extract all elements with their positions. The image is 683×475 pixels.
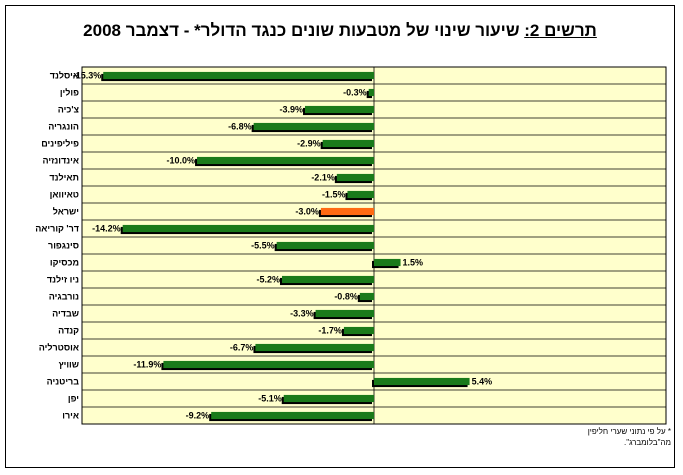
chart-title-prefix: תרשים 2: <box>524 21 597 40</box>
data-label: -5.2% <box>256 275 280 285</box>
bar <box>163 360 374 369</box>
category-label: סינגפור <box>48 241 79 251</box>
data-label: -1.5% <box>322 190 346 200</box>
bar <box>368 88 374 97</box>
bar <box>255 343 374 352</box>
data-label: -5.5% <box>251 241 275 251</box>
chart-title-main: שיעור שינוי של מטבעות שונים כנגד הדולר* … <box>83 21 525 40</box>
footnote-line-1: * על פי נתוני שערי חליפין <box>587 427 671 436</box>
category-label: ניו זילנד <box>47 275 79 285</box>
bar <box>315 309 374 318</box>
data-label: -5.1% <box>258 394 282 404</box>
bar <box>283 394 374 403</box>
category-label: אוסטרליה <box>39 343 79 353</box>
bar <box>197 156 374 165</box>
category-label: אירו <box>62 411 79 421</box>
bar <box>103 71 375 80</box>
data-label: 5.4% <box>472 377 493 387</box>
bar <box>347 190 374 199</box>
data-label: -3.0% <box>295 207 319 217</box>
bar <box>374 258 401 267</box>
category-label: תאילנד <box>49 173 79 183</box>
category-label: שבדיה <box>52 309 79 319</box>
bar <box>359 292 374 301</box>
data-label: -15.3% <box>73 71 102 81</box>
footnote: * על פי נתוני שערי חליפין מה"בלומברג". <box>471 426 671 448</box>
category-label: קנדה <box>58 326 79 336</box>
category-label: ישראל <box>53 207 79 217</box>
category-label: יפן <box>68 394 79 404</box>
chart-title: תרשים 2: שיעור שינוי של מטבעות שונים כנג… <box>60 20 620 42</box>
category-label: צ'כיה <box>58 105 80 115</box>
data-label: -2.9% <box>297 139 321 149</box>
data-label: 1.5% <box>403 258 424 268</box>
footnote-line-2: מה"בלומברג". <box>624 438 671 447</box>
data-label: -11.9% <box>133 360 161 370</box>
category-label: איסלנד <box>50 71 79 81</box>
data-label: -3.3% <box>290 309 314 319</box>
data-label: -2.1% <box>311 173 335 183</box>
data-label: -0.3% <box>343 88 367 98</box>
bar <box>122 224 374 233</box>
bar <box>343 326 374 335</box>
category-label: פולין <box>60 88 79 98</box>
data-label: -0.8% <box>334 292 358 302</box>
bar <box>276 241 374 250</box>
data-label: -6.8% <box>228 122 252 132</box>
data-label: -10.0% <box>166 156 195 166</box>
bar <box>320 207 374 216</box>
data-label: -3.9% <box>279 105 303 115</box>
category-label: פיליפינים <box>41 139 79 149</box>
category-label: דר' קוריאה <box>35 224 79 234</box>
bar <box>374 377 470 386</box>
data-label: -6.7% <box>230 343 254 353</box>
data-label: -1.7% <box>318 326 342 336</box>
category-label: נורבגיה <box>49 292 79 302</box>
category-label: מכסיקו <box>50 258 79 268</box>
bar <box>304 105 374 114</box>
bar <box>281 275 374 284</box>
category-label: בריטניה <box>47 377 80 387</box>
bar <box>211 411 374 420</box>
category-label: שוויץ <box>59 360 79 370</box>
bar <box>322 139 374 148</box>
category-label: טאיוואן <box>50 190 79 200</box>
category-label: הונגריה <box>48 122 79 132</box>
bar <box>253 122 374 131</box>
data-label: -14.2% <box>92 224 121 234</box>
data-label: -9.2% <box>186 411 210 421</box>
category-label: אינדונזיה <box>43 156 79 166</box>
bar <box>336 173 374 182</box>
